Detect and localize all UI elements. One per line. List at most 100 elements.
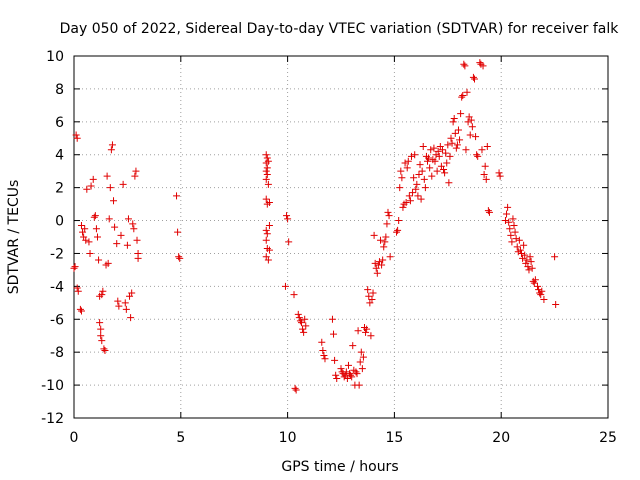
data-point (461, 62, 469, 70)
data-point (362, 328, 370, 336)
data-point (262, 226, 270, 234)
data-point (111, 223, 119, 231)
data-point (85, 238, 93, 246)
data-point (364, 286, 372, 294)
data-point (302, 322, 310, 330)
y-tick-label: -2 (50, 246, 64, 262)
data-point (510, 221, 518, 229)
y-tick-label: 10 (46, 49, 64, 65)
data-point (385, 212, 393, 220)
data-point (97, 325, 105, 333)
data-point (131, 172, 139, 180)
data-point (495, 169, 503, 177)
data-point (447, 134, 455, 142)
data-point (107, 146, 115, 154)
data-point (524, 263, 532, 271)
data-point (296, 317, 304, 325)
data-point (484, 207, 492, 215)
data-point (506, 225, 514, 233)
data-point (512, 235, 520, 243)
data-point (430, 144, 438, 152)
data-point (472, 133, 480, 141)
x-tick-label: 20 (492, 430, 510, 446)
data-point (458, 93, 466, 101)
x-tick-label: 25 (599, 430, 617, 446)
grid (74, 56, 608, 418)
data-point (526, 253, 534, 261)
data-point (454, 126, 462, 134)
data-point (262, 167, 270, 175)
data-point (511, 228, 519, 236)
data-point (378, 261, 386, 269)
x-tick-label: 10 (279, 430, 297, 446)
data-point (412, 185, 420, 193)
data-point (123, 241, 131, 249)
data-point (469, 73, 477, 81)
data-point (358, 365, 366, 373)
data-point (399, 203, 407, 211)
y-tick-label: -4 (50, 279, 64, 295)
data-point (416, 161, 424, 169)
data-point (355, 381, 363, 389)
data-point (451, 129, 459, 137)
data-point (343, 375, 351, 383)
data-point (114, 297, 122, 305)
data-point (411, 151, 419, 159)
data-point (119, 180, 127, 188)
data-point (363, 325, 371, 333)
data-point (105, 215, 113, 223)
data-point (283, 212, 291, 220)
data-point (425, 154, 433, 162)
data-point (174, 228, 182, 236)
data-point (463, 88, 471, 96)
data-point (344, 361, 352, 369)
y-tick-label: 0 (55, 214, 64, 230)
data-point (382, 233, 390, 241)
data-point (428, 172, 436, 180)
data-point (446, 152, 454, 160)
data-point (92, 225, 100, 233)
y-tick-label: 4 (55, 148, 64, 164)
data-point (108, 141, 116, 149)
y-tick-label: -6 (50, 312, 64, 328)
data-point (301, 315, 309, 323)
y-tick-label: 2 (55, 181, 64, 197)
data-point (535, 286, 543, 294)
data-point (426, 164, 434, 172)
data-point (106, 184, 114, 192)
data-point (530, 279, 538, 287)
x-tick-label: 15 (385, 430, 403, 446)
data-point (134, 249, 142, 257)
data-point (420, 175, 428, 183)
data-point (77, 307, 85, 315)
data-point (525, 266, 533, 274)
data-point (70, 264, 78, 272)
data-point (402, 198, 410, 206)
data-point (386, 253, 394, 261)
data-point (405, 192, 413, 200)
data-point (407, 152, 415, 160)
data-point (263, 170, 271, 178)
x-tick-label: 0 (70, 430, 79, 446)
data-point (442, 149, 450, 157)
data-point (513, 243, 521, 251)
data-point (516, 246, 524, 254)
data-point (471, 75, 478, 83)
data-point (99, 287, 107, 295)
data-point (173, 192, 181, 200)
data-point (418, 167, 426, 175)
data-point (110, 197, 118, 205)
data-point (320, 351, 328, 359)
data-point (419, 143, 427, 150)
data-point (330, 330, 338, 338)
data-point (380, 243, 388, 251)
data-point (527, 258, 535, 266)
data-point (292, 386, 300, 394)
data-point (263, 154, 271, 162)
data-point (531, 276, 539, 284)
data-point (340, 373, 348, 381)
data-point (290, 291, 298, 299)
data-point (127, 314, 135, 322)
data-point (421, 184, 429, 192)
